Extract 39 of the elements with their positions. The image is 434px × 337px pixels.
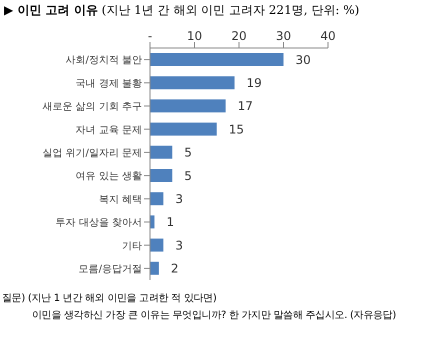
y-tick-label: 국내 경제 불황: [76, 78, 142, 90]
y-tick-label: 실업 위기/일자리 문제: [42, 148, 142, 159]
data-label: 1: [166, 215, 174, 230]
bar: [150, 122, 217, 136]
bar: [150, 76, 235, 90]
chart-subtitle: (지난 1년 간 해외 이민 고려자 221명, 단위: %): [102, 3, 360, 17]
y-tick-label: 자녀 교육 문제: [76, 124, 142, 136]
bar: [150, 238, 164, 252]
bar: [150, 146, 172, 159]
x-tick-label: 20: [231, 29, 247, 43]
bar: [150, 53, 284, 66]
text: 이민을 생각하신 가장 큰 이유는 무엇입니까? 한 가지만 말씀해 주십시오. (자유응답): [31, 309, 396, 323]
data-label: 3: [175, 238, 183, 252]
y-tick-label: 사회/정치적 불안: [65, 55, 142, 66]
data-label: 2: [170, 262, 179, 276]
bar: [150, 99, 226, 112]
bar: [150, 169, 172, 182]
bar: [150, 215, 154, 228]
data-label: 30: [296, 52, 311, 67]
x-tick-label: 10: [186, 29, 202, 43]
data-label: 5: [184, 146, 192, 160]
y-tick-label: 복지 혜택: [98, 194, 142, 206]
y-tick-label: 모름/응답거절: [78, 264, 142, 275]
text: 질문) (지난 1 년간 해외 이민을 고려한 적 있다면): [2, 292, 218, 306]
y-tick-label: 기타: [122, 240, 142, 252]
data-label: 15: [228, 122, 244, 136]
data-label: 5: [184, 168, 192, 183]
x-tick-label: 30: [276, 29, 292, 43]
data-label: 17: [238, 99, 253, 114]
bar: [150, 192, 164, 206]
y-tick-label: 투자 대상을 찾아서: [56, 218, 142, 229]
x-tick-label: -: [148, 29, 152, 43]
y-tick-label: 새로운 삶의 기회 추구: [42, 102, 142, 113]
text: ▶ 이민 고려 이유: [4, 3, 98, 17]
data-label: 19: [246, 76, 262, 90]
y-tick-label: 여유 있는 생활: [76, 171, 142, 182]
bar: [150, 262, 159, 275]
x-tick-label: 40: [320, 29, 336, 43]
data-label: 3: [175, 192, 183, 206]
